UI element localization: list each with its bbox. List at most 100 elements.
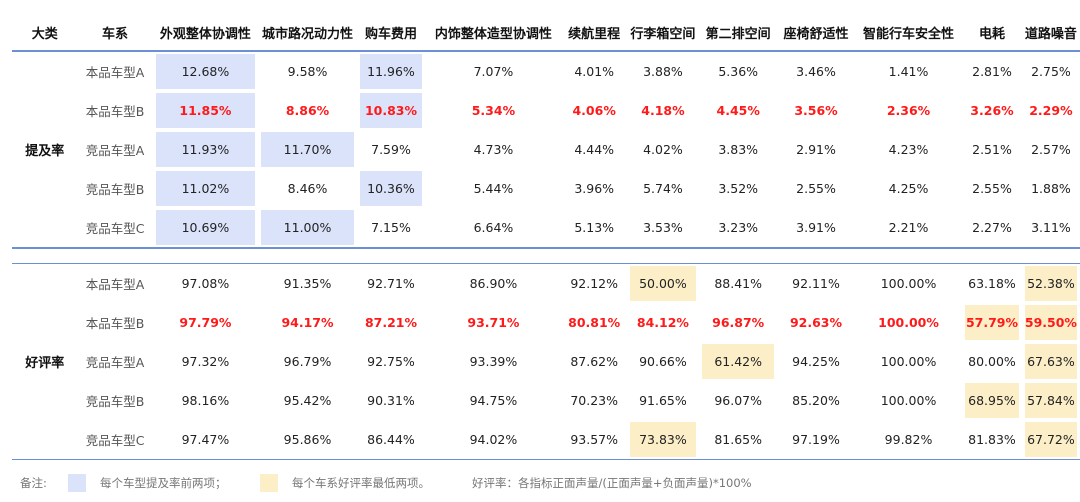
value-text: 90.31%: [367, 393, 415, 408]
value-cell: 3.53%: [626, 208, 700, 249]
value-text: 4.23%: [888, 142, 929, 157]
value-cell: 7.15%: [356, 208, 426, 249]
column-header: 车系: [77, 14, 153, 52]
value-text: 2.51%: [972, 142, 1012, 157]
value-cell: 3.56%: [777, 91, 855, 130]
value-cell: 11.00%: [258, 208, 357, 249]
value-text: 86.44%: [367, 432, 415, 447]
value-cell: 2.55%: [777, 169, 855, 208]
value-cell: 1.41%: [855, 51, 962, 91]
value-text: 10.36%: [359, 171, 423, 206]
value-text: 12.68%: [155, 54, 256, 89]
value-cell: 96.07%: [699, 381, 777, 420]
value-cell: 97.08%: [153, 264, 259, 304]
value-text: 97.19%: [792, 432, 840, 447]
value-text: 95.42%: [283, 393, 332, 408]
model-name: 本品车型B: [85, 316, 145, 331]
value-cell: 2.91%: [777, 130, 855, 169]
value-text: 97.79%: [179, 315, 232, 330]
value-text: 67.63%: [1024, 344, 1077, 379]
value-cell: 97.47%: [152, 420, 259, 460]
value-text: 3.23%: [718, 220, 759, 235]
value-text: 73.83%: [629, 422, 697, 457]
value-text: 100.00%: [880, 393, 937, 408]
value-cell: 3.91%: [777, 208, 855, 249]
column-header: 购车费用: [356, 14, 426, 52]
model-name: 本品车型B: [85, 104, 145, 119]
value-text: 92.75%: [367, 354, 415, 369]
value-cell: 96.87%: [699, 303, 777, 342]
value-cell: 57.79%: [962, 303, 1022, 342]
value-text: 2.36%: [886, 103, 931, 118]
model-name: 本品车型A: [85, 277, 145, 292]
value-text: 3.11%: [1031, 220, 1071, 235]
value-text: 2.29%: [1029, 103, 1073, 118]
value-cell: 70.23%: [562, 381, 627, 420]
value-cell: 11.70%: [258, 130, 357, 169]
value-text: 92.11%: [792, 276, 840, 291]
value-cell: 2.29%: [1022, 91, 1080, 130]
value-text: 5.34%: [471, 103, 516, 118]
value-cell: 94.02%: [425, 420, 562, 460]
value-cell: 91.65%: [627, 381, 700, 420]
value-text: 5.13%: [574, 220, 615, 235]
value-text: 11.02%: [155, 171, 256, 206]
value-cell: 67.63%: [1022, 342, 1080, 381]
value-cell: 61.42%: [699, 342, 777, 381]
footer-notes: 备注: 每个车型提及率前两项； 每个车系好评率最低两项。 好评率：各指标正面声量…: [20, 474, 752, 492]
value-cell: 2.21%: [854, 208, 963, 249]
value-text: 93.71%: [467, 315, 520, 330]
value-text: 67.72%: [1024, 422, 1077, 457]
table-row: 竞品车型B 98.16% 95.42% 90.31% 94.75% 70.23% 91.65…: [12, 381, 1080, 420]
value-text: 9.58%: [287, 64, 328, 79]
value-cell: 3.52%: [699, 169, 777, 208]
value-cell: 73.83%: [626, 420, 700, 460]
value-text: 81.65%: [714, 432, 763, 447]
value-text: 2.81%: [972, 64, 1012, 79]
value-cell: 86.44%: [356, 420, 426, 460]
value-cell: 2.27%: [962, 208, 1022, 249]
value-text: 96.87%: [712, 315, 765, 330]
value-text: 2.55%: [972, 181, 1012, 196]
value-text: 63.18%: [968, 276, 1016, 291]
value-text: 8.46%: [287, 181, 328, 196]
value-text: 95.86%: [283, 432, 332, 447]
header-row: 大类 车系 外观整体协调性 城市路况动力性 购车费用 内饰整体造型协调性 续航里程 行李箱空间…: [12, 14, 1080, 52]
value-text: 57.79%: [965, 305, 1019, 340]
value-text: 4.06%: [572, 103, 616, 118]
value-cell: 92.12%: [562, 264, 627, 304]
value-text: 57.84%: [1024, 383, 1077, 418]
value-cell: 11.85%: [153, 91, 259, 130]
value-cell: 4.23%: [855, 130, 962, 169]
value-cell: 7.07%: [425, 51, 562, 91]
value-cell: 81.83%: [962, 420, 1022, 460]
value-cell: 8.86%: [258, 91, 357, 130]
model-name: 本品车型A: [85, 65, 145, 80]
model-name: 竞品车型A: [85, 355, 145, 370]
value-text: 2.55%: [796, 181, 836, 196]
value-cell: 5.44%: [425, 169, 562, 208]
value-cell: 11.02%: [153, 169, 259, 208]
value-text: 5.74%: [643, 181, 683, 196]
value-text: 8.86%: [285, 103, 330, 118]
value-text: 10.83%: [359, 93, 423, 128]
value-cell: 8.46%: [258, 169, 357, 208]
value-text: 7.07%: [473, 64, 514, 79]
column-header: 第二排空间: [699, 14, 778, 52]
value-cell: 99.82%: [854, 420, 963, 460]
value-cell: 10.83%: [357, 91, 425, 130]
value-text: 4.01%: [574, 64, 615, 79]
yellow-legend-swatch: [260, 474, 278, 492]
value-text: 4.45%: [716, 103, 760, 118]
value-cell: 94.17%: [258, 303, 357, 342]
value-text: 94.02%: [469, 432, 518, 447]
value-text: 1.41%: [888, 64, 929, 79]
blue-legend-swatch: [68, 474, 86, 492]
table-row: 竞品车型A 97.32% 96.79% 92.75% 93.39% 87.62% 90.66…: [12, 342, 1080, 381]
comparison-table: 大类 车系 外观整体协调性 城市路况动力性 购车费用 内饰整体造型协调性 续航里程 行李箱空间…: [12, 14, 1080, 460]
value-cell: 4.73%: [425, 130, 562, 169]
value-cell: 90.31%: [357, 381, 425, 420]
value-cell: 96.79%: [258, 342, 357, 381]
value-text: 94.17%: [281, 315, 334, 330]
value-text: 4.73%: [473, 142, 514, 157]
